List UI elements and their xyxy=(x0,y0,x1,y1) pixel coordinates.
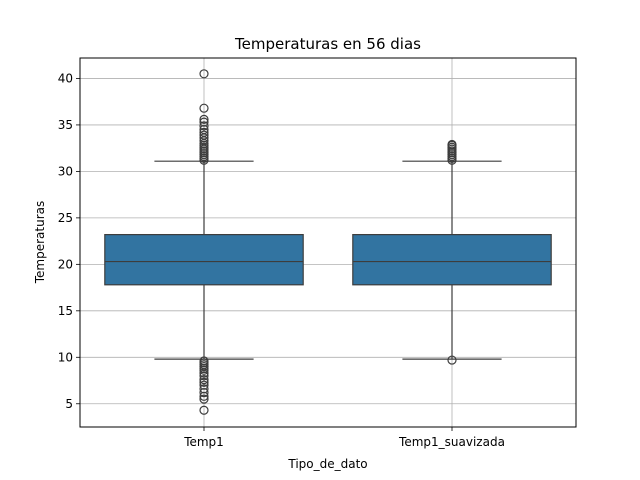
outlier-point xyxy=(199,114,209,124)
y-tick-label: 30 xyxy=(58,164,73,178)
y-tick-label: 5 xyxy=(65,397,73,411)
outlier-point xyxy=(447,139,457,150)
y-tick-label: 15 xyxy=(58,304,73,318)
outlier-point xyxy=(199,377,209,387)
outlier-point xyxy=(199,388,209,398)
y-axis-label: Temperaturas xyxy=(33,201,47,285)
outlier-point xyxy=(199,374,209,385)
outlier-point xyxy=(199,394,209,404)
x-axis-label: Tipo_de_dato xyxy=(287,457,367,471)
box-layer xyxy=(104,69,552,415)
x-tick-label: Temp1_suavizada xyxy=(398,435,505,449)
y-tick-label: 35 xyxy=(58,118,73,132)
outlier-point xyxy=(199,130,209,140)
tick-layer: 5 10 15 20 25 30 35 40 Temp1 Temp1_suavizada xyxy=(58,71,505,449)
outlier-point xyxy=(199,371,209,381)
outlier-point xyxy=(199,69,209,79)
box-group xyxy=(104,69,304,415)
box-group xyxy=(352,139,552,365)
iqr-box xyxy=(352,233,552,286)
outlier-point xyxy=(199,365,209,375)
y-tick-label: 40 xyxy=(58,71,73,85)
y-tick-label: 25 xyxy=(58,211,73,225)
x-tick-label: Temp1 xyxy=(183,435,224,449)
y-tick-label: 10 xyxy=(58,350,73,364)
outlier-point xyxy=(199,117,209,127)
outlier-point xyxy=(199,368,209,378)
outlier-point xyxy=(199,127,209,137)
iqr-box xyxy=(104,233,304,286)
chart-title: Temperaturas en 56 dias xyxy=(234,35,421,53)
outlier-point xyxy=(447,355,457,365)
plot-frame xyxy=(79,57,577,428)
y-tick-label: 20 xyxy=(58,257,73,271)
outlier-point xyxy=(199,391,209,401)
outlier-point xyxy=(199,121,209,131)
outlier-point xyxy=(199,103,209,113)
outlier-point xyxy=(199,405,209,415)
